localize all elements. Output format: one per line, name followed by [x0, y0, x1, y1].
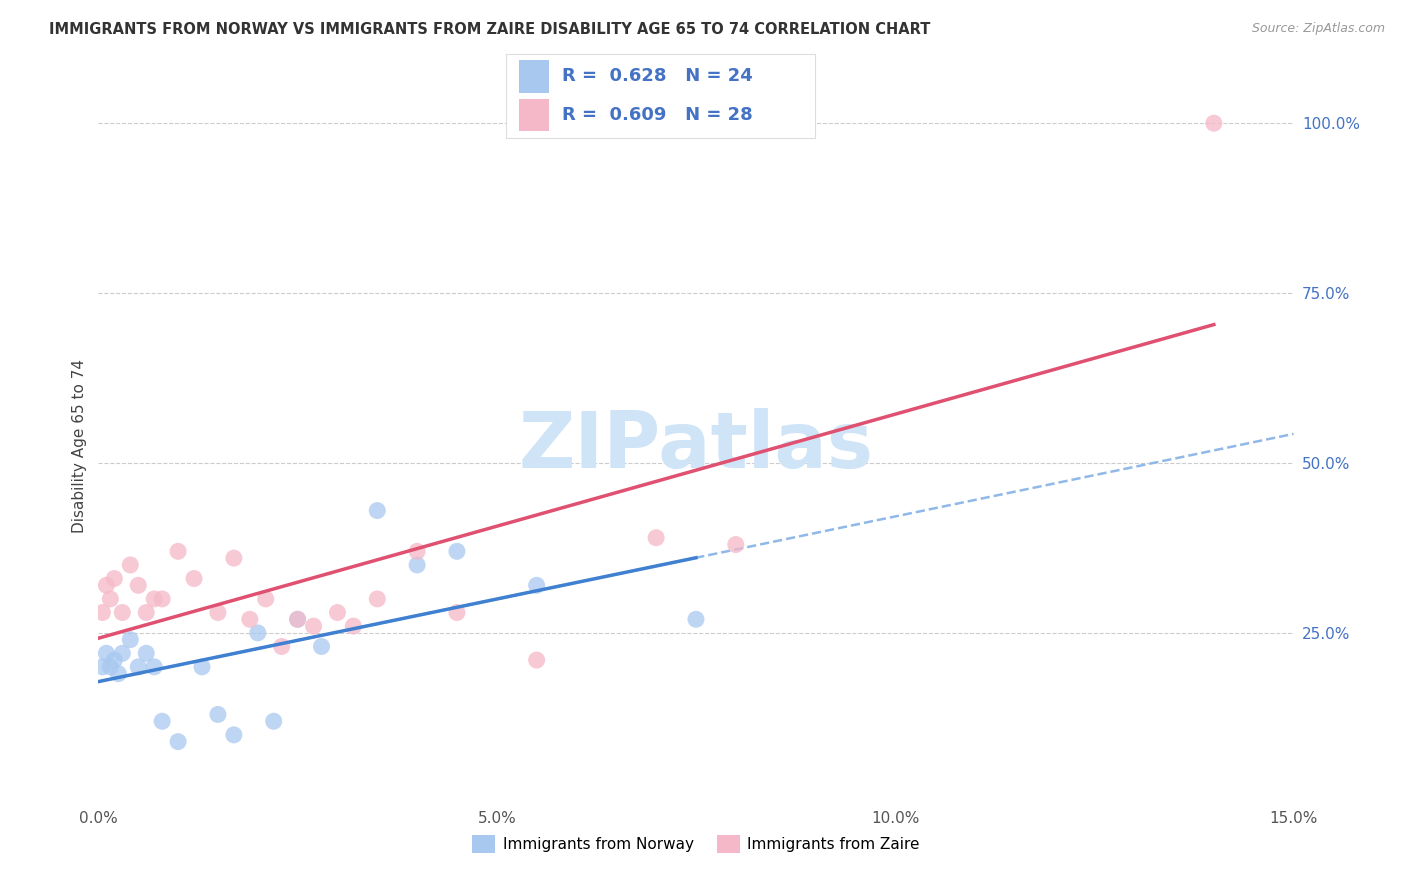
- Point: [98, 591, 122, 606]
- Point: [311, 640, 333, 654]
- Point: [143, 660, 166, 674]
- Point: [96, 646, 118, 660]
- Point: [270, 640, 292, 654]
- Point: [222, 728, 245, 742]
- Bar: [519, 61, 550, 93]
- Point: [135, 606, 157, 620]
- Point: [127, 660, 149, 674]
- Point: [91, 660, 114, 674]
- Point: [103, 572, 125, 586]
- Point: [207, 707, 229, 722]
- Point: [111, 606, 134, 620]
- Point: [239, 612, 262, 626]
- Point: [287, 612, 309, 626]
- Point: [287, 612, 309, 626]
- Point: [120, 558, 142, 572]
- Text: R =  0.609   N = 28: R = 0.609 N = 28: [562, 106, 752, 124]
- Point: [127, 578, 149, 592]
- Point: [246, 626, 269, 640]
- Point: [366, 591, 388, 606]
- Point: [1202, 116, 1225, 130]
- Point: [167, 734, 190, 748]
- Point: [96, 578, 118, 592]
- Point: [342, 619, 364, 633]
- Text: R =  0.628   N = 24: R = 0.628 N = 24: [562, 68, 752, 86]
- Point: [526, 653, 548, 667]
- Text: IMMIGRANTS FROM NORWAY VS IMMIGRANTS FROM ZAIRE DISABILITY AGE 65 TO 74 CORRELAT: IMMIGRANTS FROM NORWAY VS IMMIGRANTS FRO…: [49, 22, 931, 37]
- Legend: Immigrants from Norway, Immigrants from Zaire: Immigrants from Norway, Immigrants from …: [467, 829, 925, 859]
- Text: Source: ZipAtlas.com: Source: ZipAtlas.com: [1251, 22, 1385, 36]
- Point: [103, 653, 125, 667]
- Point: [645, 531, 668, 545]
- Point: [167, 544, 190, 558]
- Point: [107, 666, 129, 681]
- Point: [111, 646, 134, 660]
- Point: [406, 544, 429, 558]
- Point: [446, 544, 468, 558]
- Point: [135, 646, 157, 660]
- Point: [143, 591, 166, 606]
- Point: [91, 606, 114, 620]
- Point: [685, 612, 707, 626]
- Point: [254, 591, 277, 606]
- Point: [183, 572, 205, 586]
- Point: [366, 503, 388, 517]
- Point: [120, 632, 142, 647]
- Point: [222, 551, 245, 566]
- Point: [302, 619, 325, 633]
- Text: ZIPatlas: ZIPatlas: [519, 408, 873, 484]
- Point: [326, 606, 349, 620]
- Point: [263, 714, 285, 729]
- Point: [724, 537, 747, 551]
- Point: [191, 660, 214, 674]
- Point: [526, 578, 548, 592]
- Point: [406, 558, 429, 572]
- Point: [446, 606, 468, 620]
- Point: [150, 591, 173, 606]
- Bar: [519, 99, 550, 131]
- Point: [150, 714, 173, 729]
- Y-axis label: Disability Age 65 to 74: Disability Age 65 to 74: [72, 359, 87, 533]
- Point: [207, 606, 229, 620]
- Point: [98, 660, 122, 674]
